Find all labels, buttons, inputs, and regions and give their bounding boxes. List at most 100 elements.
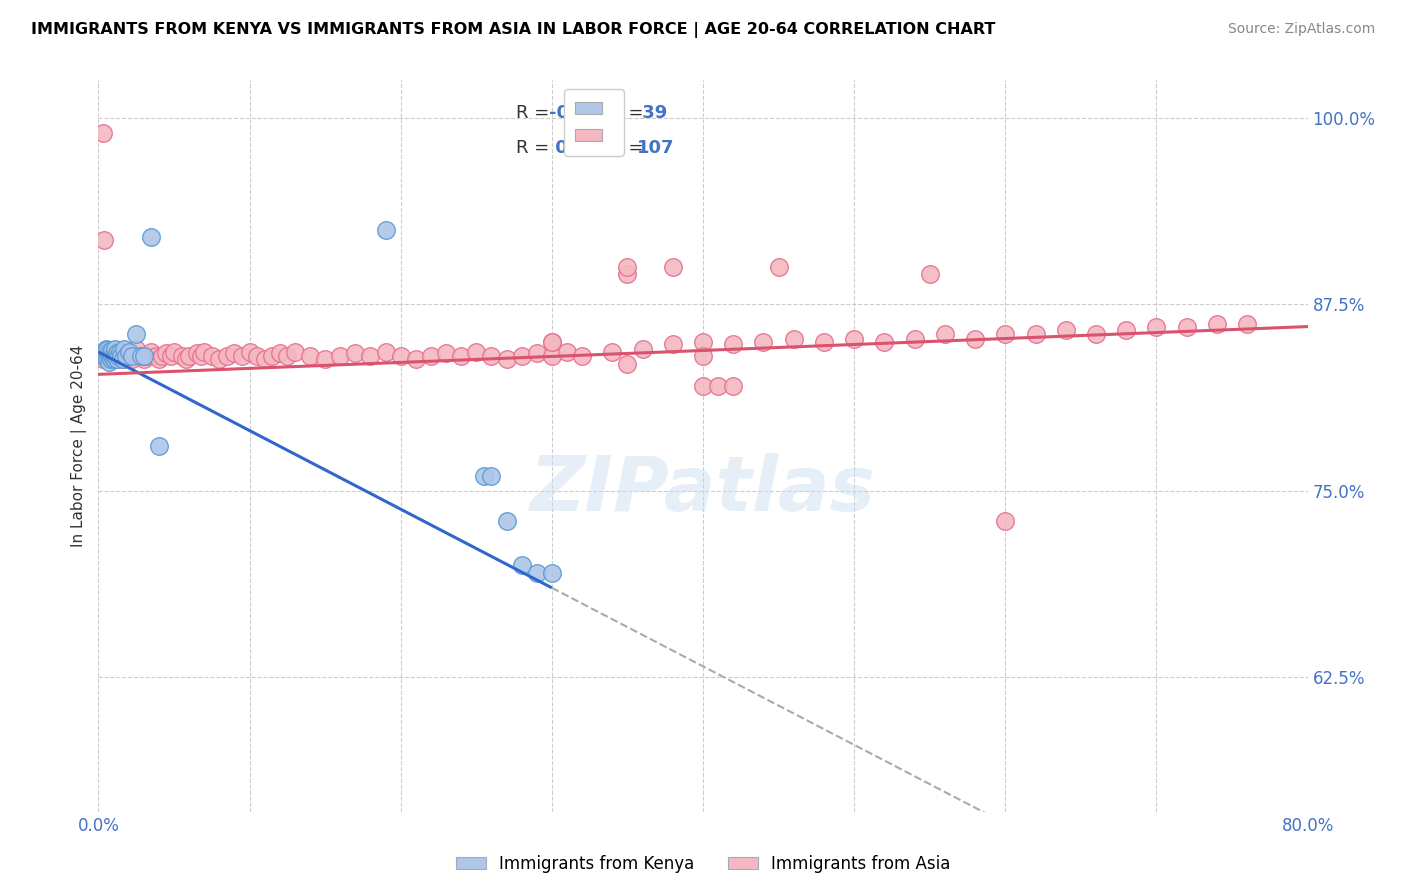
Point xyxy=(276,350,298,364)
Point xyxy=(253,352,276,367)
Text: IMMIGRANTS FROM KENYA VS IMMIGRANTS FROM ASIA IN LABOR FORCE | AGE 20-64 CORRELA: IMMIGRANTS FROM KENYA VS IMMIGRANTS FROM… xyxy=(31,22,995,38)
Point xyxy=(98,350,121,364)
Point xyxy=(96,352,118,367)
Point xyxy=(125,342,148,356)
Point xyxy=(692,350,714,364)
Point xyxy=(174,352,197,367)
Point xyxy=(405,352,427,367)
Point xyxy=(723,337,745,351)
Point xyxy=(129,350,152,364)
Point xyxy=(107,350,129,364)
Point xyxy=(101,350,124,364)
Point xyxy=(239,345,262,359)
Point xyxy=(105,346,128,360)
Point xyxy=(155,346,177,360)
Point xyxy=(481,350,503,364)
Point xyxy=(93,345,115,359)
Point xyxy=(661,260,683,274)
Point xyxy=(231,350,253,364)
Point xyxy=(707,379,730,393)
Point xyxy=(110,345,132,359)
Point xyxy=(510,558,533,573)
Point xyxy=(723,379,745,393)
Point xyxy=(918,268,941,282)
Point xyxy=(114,350,136,364)
Point xyxy=(96,343,118,358)
Point xyxy=(98,345,121,359)
Point xyxy=(100,346,122,360)
Legend: , : , xyxy=(564,89,624,156)
Point xyxy=(1054,322,1077,336)
Point xyxy=(246,350,269,364)
Point xyxy=(752,334,775,349)
Point xyxy=(616,260,638,274)
Point xyxy=(540,566,562,580)
Point xyxy=(1144,319,1167,334)
Point xyxy=(170,350,193,364)
Point xyxy=(103,346,125,360)
Point xyxy=(190,350,212,364)
Text: ZIPatlas: ZIPatlas xyxy=(530,453,876,527)
Point xyxy=(1085,326,1108,341)
Point xyxy=(121,350,143,364)
Point xyxy=(98,355,121,369)
Point xyxy=(692,379,714,393)
Point xyxy=(481,468,503,483)
Point xyxy=(105,352,128,367)
Point xyxy=(110,350,132,364)
Point xyxy=(262,350,284,364)
Point xyxy=(108,345,131,359)
Point xyxy=(540,334,562,349)
Point xyxy=(360,350,382,364)
Point xyxy=(495,352,517,367)
Point xyxy=(904,332,927,346)
Point xyxy=(101,350,124,364)
Point xyxy=(344,346,367,360)
Point xyxy=(768,260,790,274)
Point xyxy=(103,345,125,359)
Point xyxy=(1175,319,1198,334)
Text: R =: R = xyxy=(516,104,554,122)
Point xyxy=(186,346,208,360)
Point xyxy=(540,334,562,349)
Point xyxy=(148,352,170,367)
Text: Source: ZipAtlas.com: Source: ZipAtlas.com xyxy=(1227,22,1375,37)
Point xyxy=(215,350,238,364)
Point xyxy=(135,350,157,364)
Point xyxy=(101,343,124,358)
Point xyxy=(148,439,170,453)
Point xyxy=(93,345,115,359)
Point xyxy=(111,350,134,364)
Point xyxy=(465,345,488,359)
Point xyxy=(495,514,517,528)
Point xyxy=(994,514,1017,528)
Point xyxy=(299,350,322,364)
Point xyxy=(145,350,167,364)
Legend: Immigrants from Kenya, Immigrants from Asia: Immigrants from Kenya, Immigrants from A… xyxy=(449,848,957,880)
Point xyxy=(193,345,215,359)
Point xyxy=(540,350,562,364)
Point xyxy=(114,350,136,364)
Point xyxy=(374,222,396,236)
Point xyxy=(994,326,1017,341)
Point xyxy=(121,352,143,367)
Point xyxy=(374,345,396,359)
Text: N =: N = xyxy=(592,139,650,157)
Point xyxy=(90,350,112,364)
Point xyxy=(112,352,135,367)
Point xyxy=(813,334,835,349)
Point xyxy=(160,350,183,364)
Point xyxy=(571,350,593,364)
Point xyxy=(434,346,457,360)
Point xyxy=(100,346,122,360)
Point xyxy=(111,352,134,367)
Point xyxy=(94,348,117,362)
Point xyxy=(94,350,117,364)
Text: 107: 107 xyxy=(637,139,673,157)
Point xyxy=(107,350,129,364)
Point xyxy=(269,346,291,360)
Point xyxy=(201,350,224,364)
Point xyxy=(132,352,155,367)
Point xyxy=(91,126,114,140)
Point xyxy=(602,345,624,359)
